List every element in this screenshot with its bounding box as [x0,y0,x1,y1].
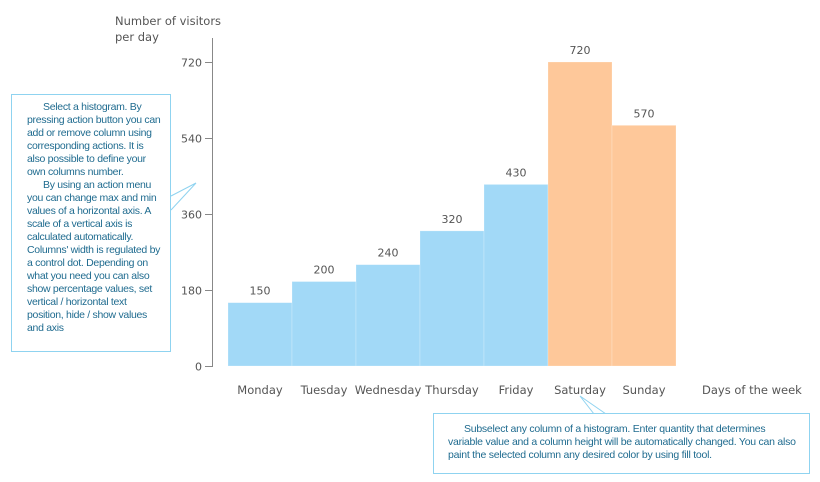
bars-group [227,61,677,367]
value-label: 570 [634,107,655,120]
bar-sunday[interactable] [611,125,677,367]
bottom-callout-pointer [579,395,607,415]
left-callout-paragraph-2: By using an action menu you can change m… [27,179,161,334]
value-label: 720 [570,44,591,57]
bar-saturday[interactable] [547,61,613,367]
left-instruction-callout: Select a histogram. By pressing action b… [11,94,171,352]
x-labels-group: Monday Tuesday Wednesday Thursday Friday Satu… [237,383,665,397]
x-tick-label: Thursday [424,383,479,397]
y-ticks-group: 0 180 360 540 720 [181,57,213,374]
bar-thursday[interactable] [419,230,485,367]
x-tick-label: Friday [499,383,534,397]
bar-friday[interactable] [483,184,549,367]
bar-monday[interactable] [227,302,293,367]
left-callout-paragraph-1: Select a histogram. By pressing action b… [27,101,161,178]
x-tick-label: Sunday [622,383,665,397]
value-label: 430 [506,166,527,179]
y-tick-label: 0 [195,361,202,374]
y-tick-label: 180 [181,285,202,298]
y-axis-title-line-2: per day [115,30,159,44]
y-axis-title-line-1: Number of visitors [115,14,221,28]
value-label: 150 [250,285,271,298]
value-label: 320 [442,213,463,226]
bar-tuesday[interactable] [291,281,357,367]
x-axis-title: Days of the week [702,383,802,397]
left-callout-pointer [170,182,197,211]
y-tick-label: 540 [181,133,202,146]
value-labels-group: 150 200 240 320 430 720 570 [250,44,655,298]
value-label: 240 [378,247,399,260]
value-label: 200 [314,264,335,277]
bottom-callout-paragraph: Subselect any column of a histogram. Ent… [448,423,796,461]
x-tick-label: Tuesday [300,383,348,397]
y-tick-label: 720 [181,57,202,70]
bottom-instruction-callout: Subselect any column of a histogram. Ent… [433,413,810,474]
bar-wednesday[interactable] [355,264,421,367]
y-tick-label: 360 [181,209,202,222]
x-tick-label: Wednesday [355,383,422,397]
x-tick-label: Saturday [554,383,606,397]
x-tick-label: Monday [237,383,283,397]
